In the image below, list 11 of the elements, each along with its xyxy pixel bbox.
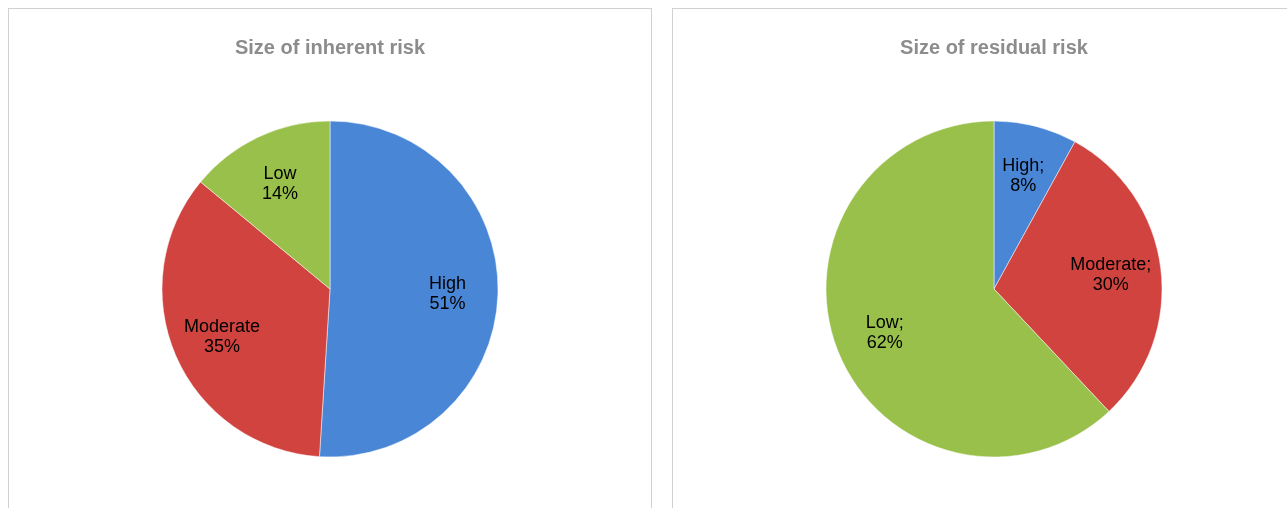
slice-label: Low; 62% [865,312,904,353]
chart-title: Size of inherent risk [234,36,426,58]
slice-label: Low [263,162,298,183]
slice-label: Moderate [184,315,261,336]
data-label: 35% [204,335,241,356]
data-label: 14% [261,182,298,203]
slice-label: Moderate; 30% [1070,254,1152,295]
slice-label: High [429,272,467,293]
data-label: 51% [429,292,466,313]
slice-label: High; 8% [1002,155,1045,196]
chart-title: Size of residual risk [900,36,1089,58]
